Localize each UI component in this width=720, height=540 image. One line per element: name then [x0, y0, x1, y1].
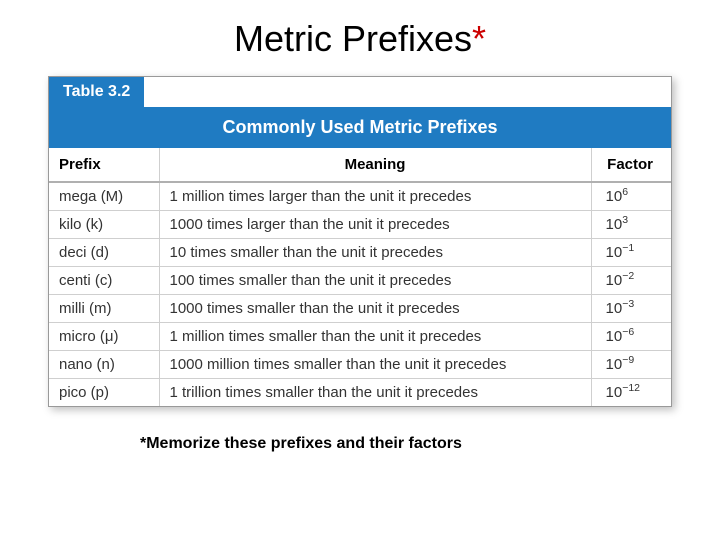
cell-factor: 10−6 — [591, 323, 671, 351]
page-title-wrap: Metric Prefixes* — [0, 0, 720, 76]
table-row: milli (m)1000 times smaller than the uni… — [49, 295, 671, 323]
footnote: *Memorize these prefixes and their facto… — [140, 435, 720, 453]
factor-exponent: −6 — [622, 326, 634, 338]
table-row: pico (p)1 trillion times smaller than th… — [49, 379, 671, 407]
cell-prefix: mega (M) — [49, 182, 159, 211]
factor-exponent: −3 — [622, 298, 634, 310]
cell-factor: 10−12 — [591, 379, 671, 407]
cell-factor: 103 — [591, 211, 671, 239]
cell-factor: 10−1 — [591, 239, 671, 267]
table-row: deci (d)10 times smaller than the unit i… — [49, 239, 671, 267]
cell-prefix: deci (d) — [49, 239, 159, 267]
table-title: Commonly Used Metric Prefixes — [49, 107, 671, 148]
table-tab-label: Table 3.2 — [49, 77, 144, 107]
table-header-row: Prefix Meaning Factor — [49, 148, 671, 182]
table-row: mega (M)1 million times larger than the … — [49, 182, 671, 211]
factor-exponent: −2 — [622, 270, 634, 282]
metric-prefixes-table-block: Table 3.2 Commonly Used Metric Prefixes … — [48, 76, 672, 407]
cell-meaning: 1 trillion times smaller than the unit i… — [159, 379, 591, 407]
factor-base: 10 — [606, 244, 623, 261]
cell-prefix: pico (p) — [49, 379, 159, 407]
cell-prefix: kilo (k) — [49, 211, 159, 239]
cell-meaning: 1000 million times smaller than the unit… — [159, 351, 591, 379]
factor-exponent: 3 — [622, 214, 628, 226]
table-row: centi (c)100 times smaller than the unit… — [49, 267, 671, 295]
col-header-meaning: Meaning — [159, 148, 591, 182]
factor-exponent: −12 — [622, 382, 640, 394]
factor-base: 10 — [606, 356, 623, 373]
cell-prefix: micro (μ) — [49, 323, 159, 351]
cell-meaning: 100 times smaller than the unit it prece… — [159, 267, 591, 295]
factor-base: 10 — [606, 300, 623, 317]
metric-prefixes-table: Prefix Meaning Factor mega (M)1 million … — [49, 148, 671, 406]
cell-meaning: 10 times smaller than the unit it preced… — [159, 239, 591, 267]
factor-base: 10 — [606, 384, 623, 401]
col-header-prefix: Prefix — [49, 148, 159, 182]
page-title: Metric Prefixes — [234, 18, 472, 59]
cell-prefix: milli (m) — [49, 295, 159, 323]
title-asterisk: * — [472, 18, 486, 59]
cell-factor: 10−3 — [591, 295, 671, 323]
factor-exponent: 6 — [622, 186, 628, 198]
cell-meaning: 1 million times smaller than the unit it… — [159, 323, 591, 351]
table-row: nano (n)1000 million times smaller than … — [49, 351, 671, 379]
cell-factor: 10−2 — [591, 267, 671, 295]
cell-meaning: 1 million times larger than the unit it … — [159, 182, 591, 211]
cell-factor: 106 — [591, 182, 671, 211]
factor-base: 10 — [606, 328, 623, 345]
factor-base: 10 — [606, 272, 623, 289]
cell-meaning: 1000 times smaller than the unit it prec… — [159, 295, 591, 323]
cell-prefix: nano (n) — [49, 351, 159, 379]
factor-exponent: −1 — [622, 242, 634, 254]
cell-factor: 10−9 — [591, 351, 671, 379]
cell-prefix: centi (c) — [49, 267, 159, 295]
table-row: kilo (k)1000 times larger than the unit … — [49, 211, 671, 239]
factor-base: 10 — [606, 188, 623, 205]
table-row: micro (μ)1 million times smaller than th… — [49, 323, 671, 351]
col-header-factor: Factor — [591, 148, 671, 182]
factor-base: 10 — [606, 216, 623, 233]
factor-exponent: −9 — [622, 354, 634, 366]
cell-meaning: 1000 times larger than the unit it prece… — [159, 211, 591, 239]
